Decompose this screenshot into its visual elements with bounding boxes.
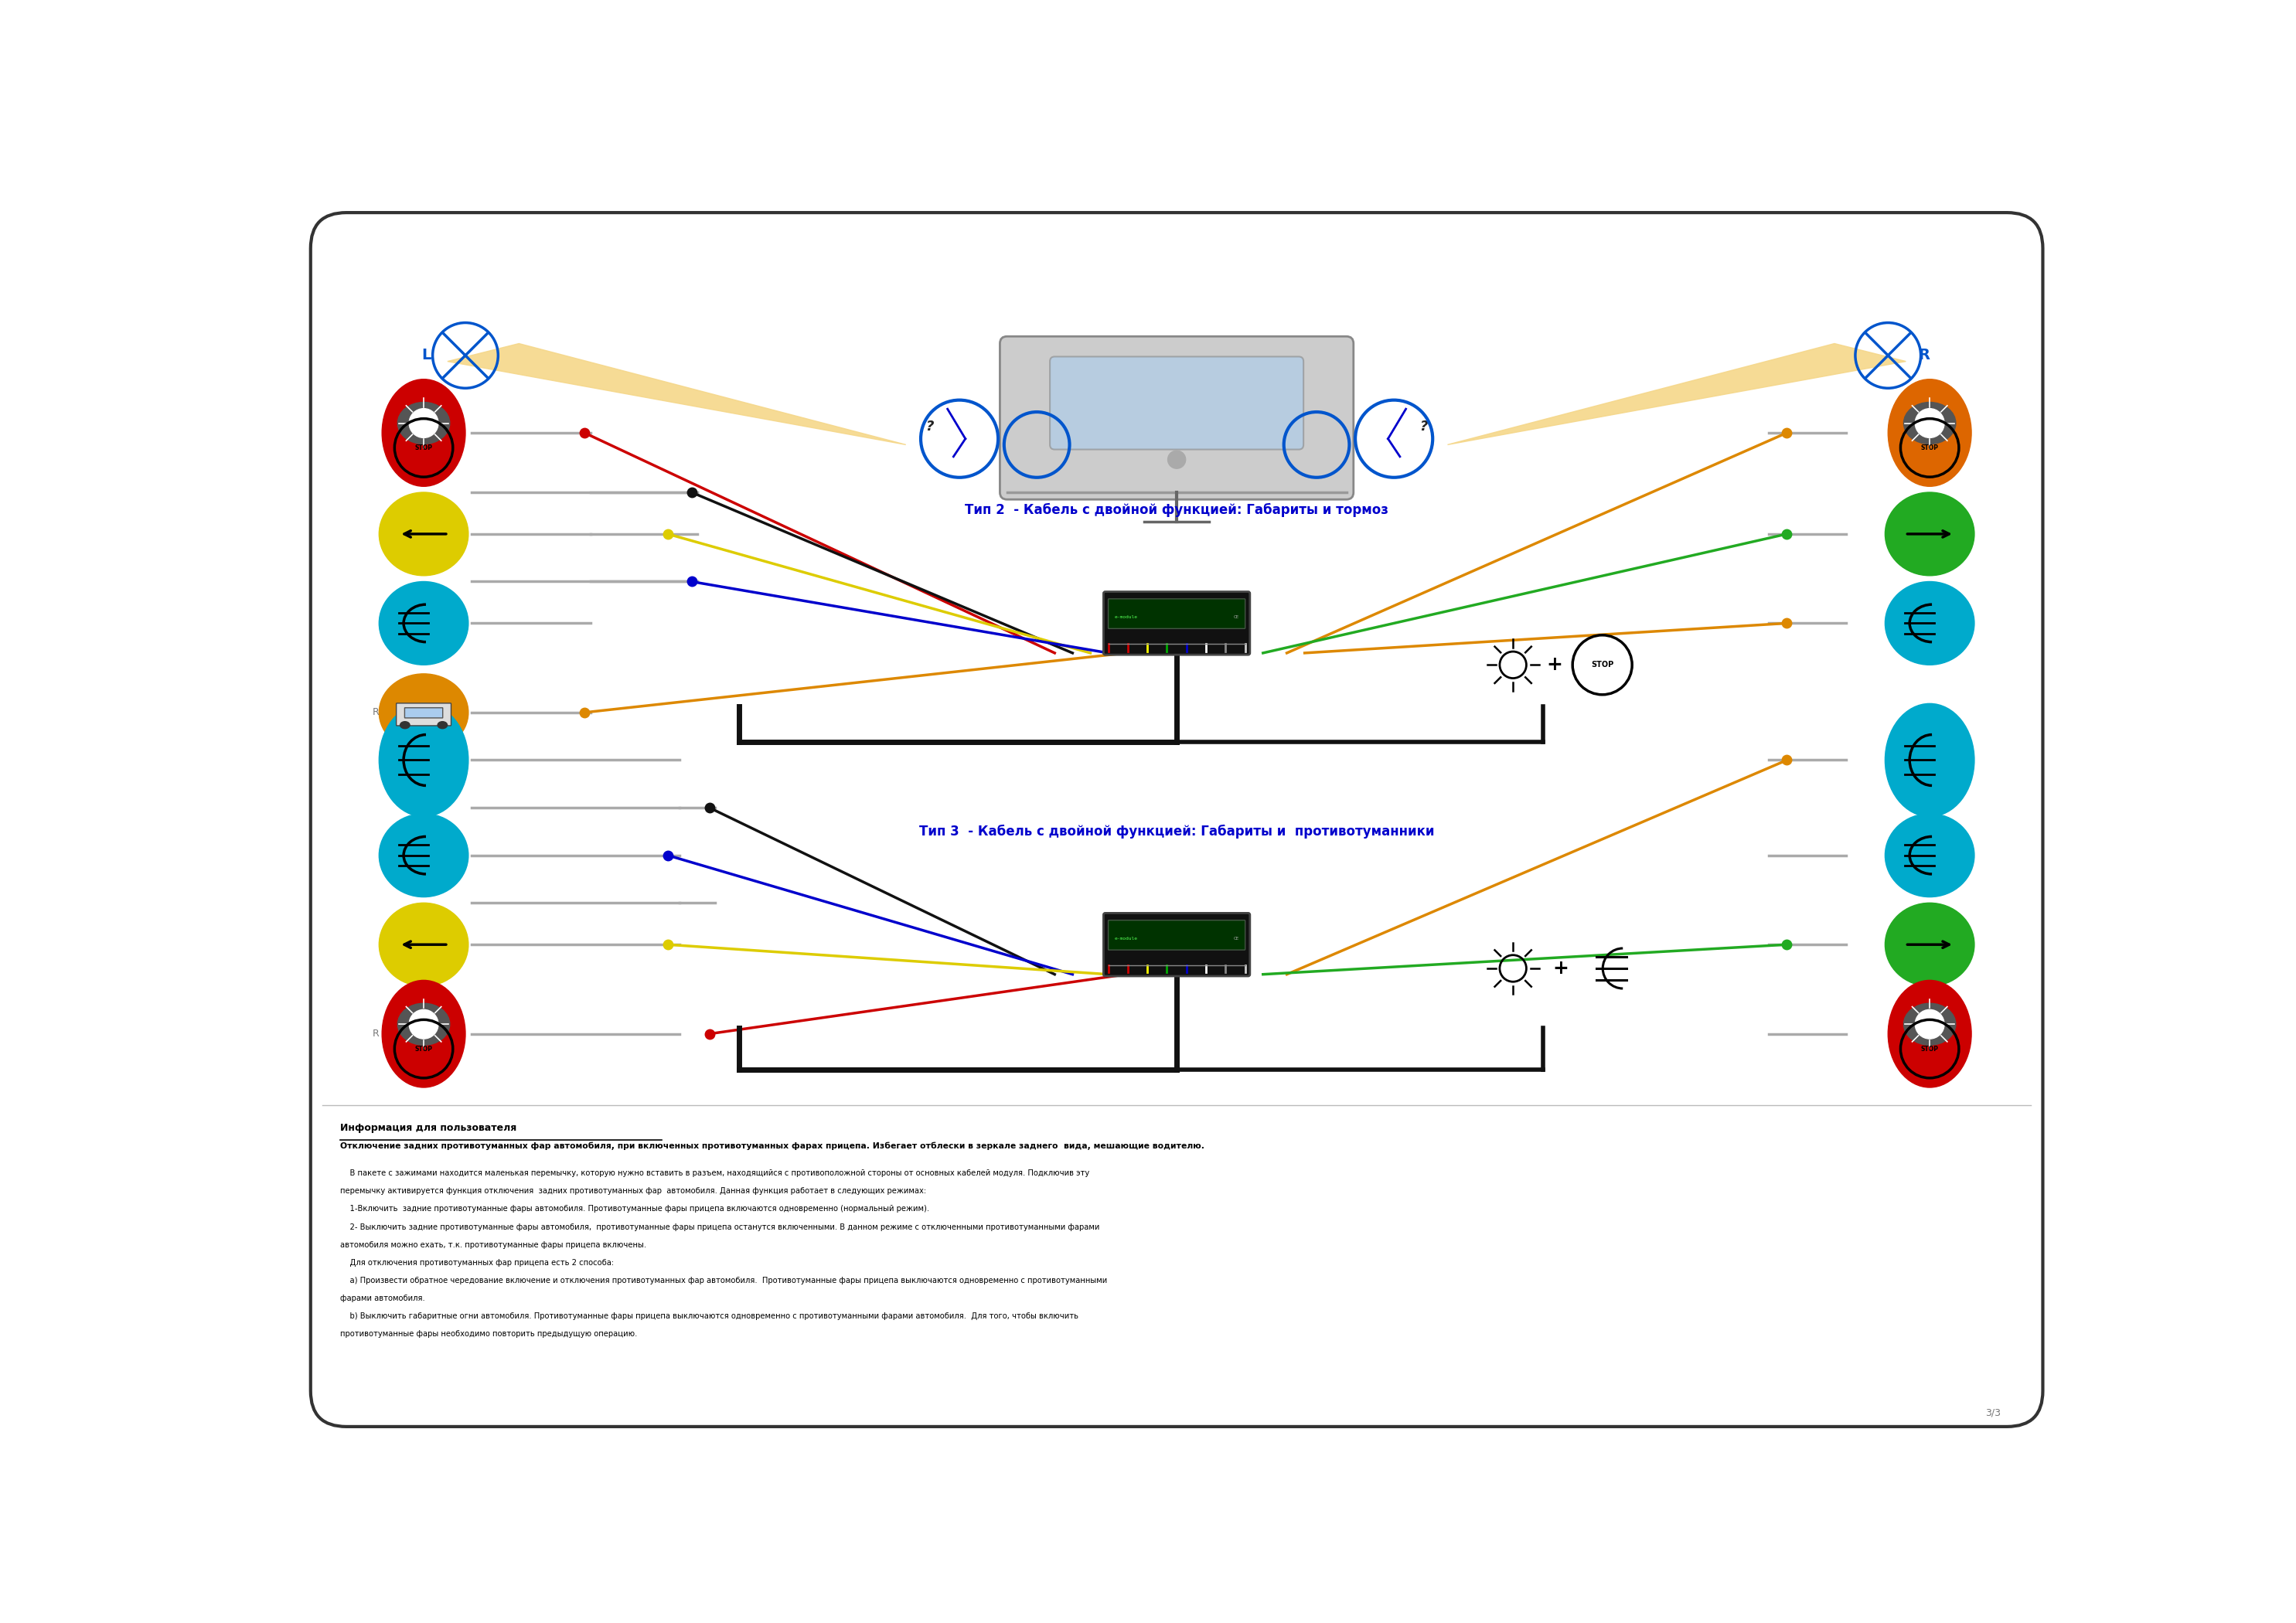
Ellipse shape bbox=[397, 403, 450, 445]
Ellipse shape bbox=[1885, 492, 1975, 576]
Circle shape bbox=[1915, 1010, 1945, 1039]
Text: e-module: e-module bbox=[1114, 936, 1137, 941]
Polygon shape bbox=[1446, 344, 1906, 445]
Text: ?: ? bbox=[925, 420, 934, 433]
Ellipse shape bbox=[400, 722, 409, 729]
Text: 1-Включить  задние противотуманные фары автомобиля. Противотуманные фары прицепа: 1-Включить задние противотуманные фары а… bbox=[340, 1206, 930, 1212]
Ellipse shape bbox=[381, 980, 466, 1087]
Text: R: R bbox=[372, 1029, 379, 1039]
Ellipse shape bbox=[379, 581, 468, 665]
Circle shape bbox=[409, 1010, 439, 1039]
Text: автомобиля можно ехать, т.к. противотуманные фары прицепа включены.: автомобиля можно ехать, т.к. противотума… bbox=[340, 1242, 647, 1248]
Text: Тип 3  - Кабель с двойной функцией: Габариты и  противотуманники: Тип 3 - Кабель с двойной функцией: Габар… bbox=[918, 824, 1435, 839]
Text: противотуманные фары необходимо повторить предыдущую операцию.: противотуманные фары необходимо повторит… bbox=[340, 1331, 638, 1337]
Text: а) Произвести обратное чередование включение и отключения противотуманных фар ав: а) Произвести обратное чередование включ… bbox=[340, 1277, 1107, 1284]
Text: ?: ? bbox=[1419, 420, 1428, 433]
Text: STOP: STOP bbox=[1922, 1045, 1938, 1052]
FancyBboxPatch shape bbox=[1049, 357, 1304, 450]
Ellipse shape bbox=[397, 1003, 450, 1045]
Ellipse shape bbox=[379, 902, 468, 987]
Text: +: + bbox=[1552, 959, 1568, 977]
FancyBboxPatch shape bbox=[1104, 914, 1249, 975]
Ellipse shape bbox=[379, 492, 468, 576]
Ellipse shape bbox=[1887, 980, 1972, 1087]
Text: 2- Выключить задние противотуманные фары автомобиля,  противотуманные фары прице: 2- Выключить задние противотуманные фары… bbox=[340, 1224, 1100, 1230]
Text: +: + bbox=[1548, 656, 1564, 674]
Ellipse shape bbox=[1885, 581, 1975, 665]
FancyBboxPatch shape bbox=[310, 213, 2043, 1427]
Text: фарами автомобиля.: фарами автомобиля. bbox=[340, 1295, 425, 1302]
Ellipse shape bbox=[1885, 704, 1975, 816]
Text: R: R bbox=[372, 708, 379, 717]
Text: Для отключения противотуманных фар прицепа есть 2 способа:: Для отключения противотуманных фар прице… bbox=[340, 1259, 613, 1266]
FancyBboxPatch shape bbox=[1104, 592, 1249, 654]
Ellipse shape bbox=[1887, 380, 1972, 487]
Ellipse shape bbox=[1903, 403, 1956, 445]
Text: e-module: e-module bbox=[1114, 615, 1137, 620]
Text: 3/3: 3/3 bbox=[1986, 1407, 2002, 1419]
Text: CE: CE bbox=[1233, 936, 1240, 941]
Text: R: R bbox=[1917, 347, 1929, 364]
Circle shape bbox=[1915, 409, 1945, 438]
Circle shape bbox=[1169, 451, 1185, 469]
FancyBboxPatch shape bbox=[1109, 599, 1244, 628]
Text: Тип 2  - Кабель с двойной функцией: Габариты и тормоз: Тип 2 - Кабель с двойной функцией: Габар… bbox=[964, 503, 1389, 518]
Text: перемычку активируется функция отключения  задних противотуманных фар  автомобил: перемычку активируется функция отключени… bbox=[340, 1188, 928, 1195]
Ellipse shape bbox=[439, 722, 448, 729]
Text: CE: CE bbox=[1233, 615, 1240, 620]
Polygon shape bbox=[448, 344, 907, 445]
Ellipse shape bbox=[1903, 1003, 1956, 1045]
Circle shape bbox=[409, 409, 439, 438]
FancyBboxPatch shape bbox=[1001, 336, 1355, 500]
Text: b) Выключить габаритные огни автомобиля. Противотуманные фары прицепа выключаютс: b) Выключить габаритные огни автомобиля.… bbox=[340, 1313, 1079, 1319]
Text: L: L bbox=[422, 347, 432, 364]
Ellipse shape bbox=[379, 704, 468, 816]
Text: Отключение задних противотуманных фар автомобиля, при включенных противотуманных: Отключение задних противотуманных фар ав… bbox=[340, 1143, 1205, 1151]
Text: STOP: STOP bbox=[1591, 661, 1614, 669]
Text: STOP: STOP bbox=[1922, 445, 1938, 451]
Text: В пакете с зажимами находится маленькая перемычку, которую нужно вставить в разъ: В пакете с зажимами находится маленькая … bbox=[340, 1170, 1091, 1177]
Text: Информация для пользователя: Информация для пользователя bbox=[340, 1123, 517, 1133]
Ellipse shape bbox=[1885, 813, 1975, 898]
Ellipse shape bbox=[381, 380, 466, 487]
FancyBboxPatch shape bbox=[397, 703, 450, 725]
Text: STOP: STOP bbox=[416, 1045, 432, 1052]
Ellipse shape bbox=[379, 674, 468, 751]
Ellipse shape bbox=[379, 813, 468, 898]
Ellipse shape bbox=[1885, 902, 1975, 987]
Text: STOP: STOP bbox=[416, 445, 432, 451]
FancyBboxPatch shape bbox=[1109, 920, 1244, 949]
FancyBboxPatch shape bbox=[404, 708, 443, 717]
